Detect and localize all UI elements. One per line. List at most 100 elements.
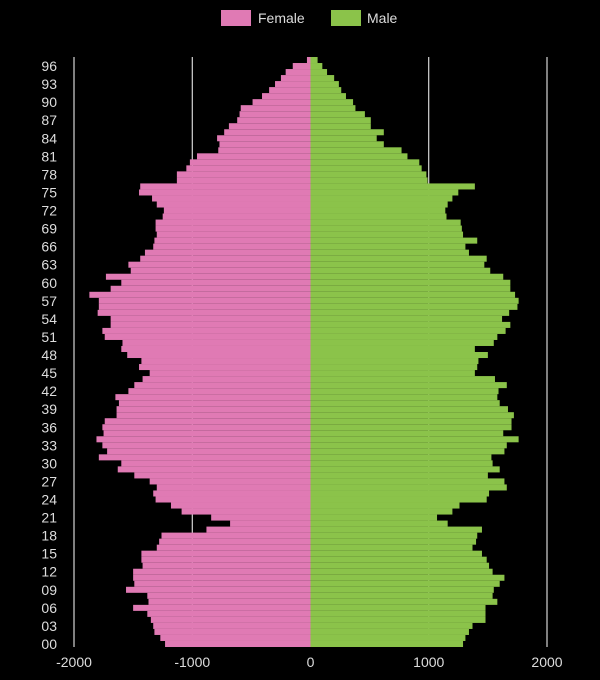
bar-male-age-46 (310, 364, 478, 371)
y-tick-label: 90 (41, 94, 57, 110)
bar-female-age-44 (142, 376, 311, 383)
bar-male-age-27 (310, 478, 505, 485)
bar-male-age-31 (310, 454, 492, 461)
bar-female-age-34 (96, 436, 311, 443)
bar-male-age-25 (310, 490, 490, 497)
y-tick-label: 69 (41, 221, 57, 237)
legend-item-female[interactable]: Female (221, 10, 305, 26)
bar-female-age-94 (280, 75, 311, 82)
bar-male-age-23 (310, 502, 460, 509)
bar-female-age-4 (150, 616, 311, 623)
bar-male-age-81 (310, 153, 408, 160)
bar-male-age-84 (310, 135, 377, 142)
bar-male-age-69 (310, 225, 462, 232)
bar-male-age-70 (310, 219, 461, 226)
bar-male-age-29 (310, 466, 500, 473)
bar-female-age-38 (116, 412, 311, 419)
bar-female-age-86 (228, 123, 311, 130)
y-tick-label: 42 (41, 383, 57, 399)
bar-male-age-80 (310, 159, 420, 166)
y-tick-label: 00 (41, 636, 57, 652)
bar-female-age-25 (153, 490, 311, 497)
bar-female-age-97 (306, 57, 311, 64)
bar-female-age-26 (156, 484, 311, 491)
bar-male-age-16 (310, 544, 473, 551)
y-tick-label: 39 (41, 401, 57, 417)
bar-male-age-72 (310, 207, 446, 214)
bar-male-age-40 (310, 400, 500, 407)
bar-female-age-11 (133, 574, 311, 581)
bar-male-age-73 (310, 201, 448, 208)
bar-male-age-60 (310, 279, 511, 286)
bar-male-age-42 (310, 388, 499, 395)
bar-male-age-59 (310, 285, 511, 292)
x-tick-label: -1000 (174, 654, 210, 670)
bar-female-age-63 (128, 261, 311, 268)
bar-male-age-3 (310, 622, 473, 629)
x-axis-ticks: -2000 -1000 0 1000 2000 (56, 654, 563, 670)
y-tick-label: 75 (41, 184, 57, 200)
bar-female-age-6 (133, 604, 311, 611)
bar-male-age-35 (310, 430, 504, 437)
y-tick-label: 57 (41, 293, 57, 309)
bar-female-age-28 (134, 472, 311, 479)
bar-female-age-9 (126, 586, 311, 593)
bar-female-age-82 (218, 147, 311, 154)
bar-female-age-60 (121, 279, 311, 286)
bar-female-age-48 (127, 352, 311, 359)
bar-female-age-43 (134, 382, 311, 389)
bar-male-age-13 (310, 562, 490, 569)
bar-male-age-91 (310, 93, 346, 100)
bar-male-age-75 (310, 189, 459, 196)
bar-male-age-48 (310, 352, 488, 359)
bar-male-age-82 (310, 147, 402, 154)
bar-male-age-71 (310, 213, 447, 220)
bar-female-age-3 (153, 622, 311, 629)
bar-male-age-47 (310, 358, 479, 365)
bar-female-age-35 (103, 430, 311, 437)
bar-male-age-7 (310, 598, 498, 605)
bar-female-age-96 (292, 63, 311, 70)
y-tick-label: 03 (41, 618, 57, 634)
bar-male-age-4 (310, 616, 486, 623)
bar-female-age-70 (155, 219, 311, 226)
y-tick-label: 12 (41, 564, 57, 580)
y-tick-label: 96 (41, 58, 57, 74)
bar-female-age-59 (110, 285, 311, 292)
bar-female-age-18 (161, 532, 311, 539)
bar-male-age-39 (310, 406, 508, 413)
bar-female-age-30 (121, 460, 311, 467)
bar-male-age-89 (310, 105, 356, 112)
bar-female-age-19 (206, 526, 311, 533)
bar-male-age-28 (310, 472, 488, 479)
bar-female-age-47 (141, 358, 311, 365)
bar-male-age-12 (310, 568, 493, 575)
bar-female-age-56 (98, 303, 311, 310)
bar-male-age-38 (310, 412, 514, 419)
bar-female-age-57 (98, 297, 311, 304)
bar-female-age-80 (189, 159, 311, 166)
bar-female-age-67 (154, 237, 311, 244)
y-axis-ticks: 96 93 90 87 84 81 78 75 72 69 66 63 60 57 54 51 48 45 42 39… (41, 58, 57, 652)
bar-male-age-61 (310, 273, 504, 280)
bar-male-age-95 (310, 69, 328, 76)
x-tick-label: -2000 (56, 654, 92, 670)
bar-female-age-21 (211, 514, 311, 521)
bar-male-age-20 (310, 520, 448, 527)
bar-male-age-26 (310, 484, 507, 491)
y-tick-label: 72 (41, 203, 57, 219)
bar-male-age-32 (310, 448, 505, 455)
bar-female-age-51 (104, 333, 311, 340)
bar-male-age-54 (310, 315, 503, 322)
legend-item-male[interactable]: Male (331, 10, 398, 26)
y-tick-label: 66 (41, 239, 57, 255)
bar-male-age-14 (310, 556, 487, 563)
bar-female-age-87 (237, 117, 311, 124)
bar-female-age-20 (230, 520, 311, 527)
bar-male-age-92 (310, 87, 342, 94)
bar-male-age-85 (310, 129, 384, 136)
bar-male-age-68 (310, 231, 464, 238)
bar-female-age-46 (139, 364, 311, 371)
bar-female-age-89 (240, 105, 311, 112)
bar-male-age-64 (310, 255, 487, 262)
